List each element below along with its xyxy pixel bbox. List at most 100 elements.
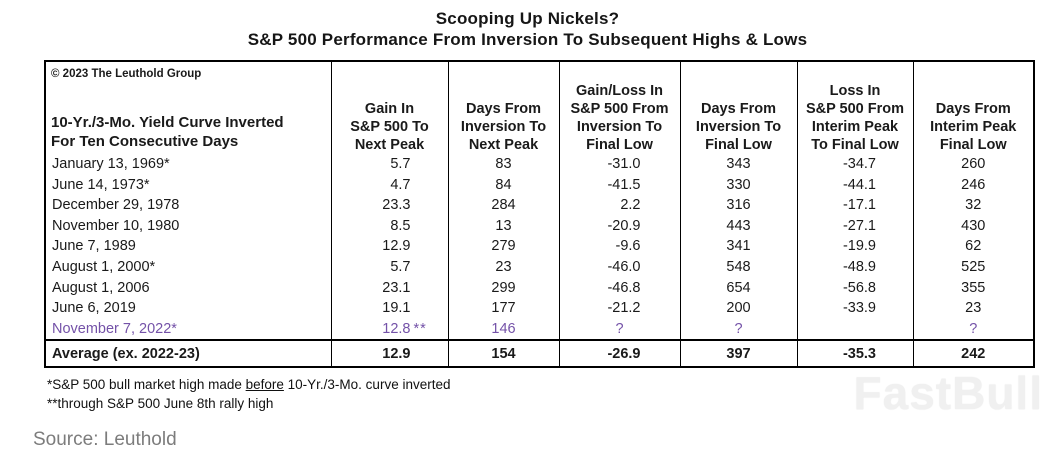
header-row: © 2023 The Leuthold Group 10-Yr./3-Mo. Y… — [45, 61, 1034, 154]
footnotes: *S&P 500 bull market high made before 10… — [47, 375, 1055, 413]
row-label: November 10, 1980 — [52, 217, 180, 234]
table-cell: 154 — [447, 339, 559, 368]
table-cell: 62 — [912, 236, 1034, 257]
table-cell: 23.3 — [330, 195, 448, 216]
row-label: August 1, 2000* — [52, 258, 156, 275]
figure-titles: Scooping Up Nickels? S&P 500 Performance… — [0, 0, 1055, 50]
table-cell: 5.7 — [330, 256, 448, 278]
table-cell: 32 — [912, 195, 1034, 216]
table-row: June 6, 2019 19.1 177 -21.2 200 -33.9 23 — [45, 298, 1034, 319]
row-label: November 7, 2022* — [52, 320, 177, 337]
table-cell: ? — [679, 318, 797, 341]
table-cell: -41.5 — [558, 174, 680, 196]
column-header-3: Gain/Loss In S&P 500 From Inversion To Fina… — [558, 61, 680, 154]
table-row: December 29, 1978 23.3 284 2.2 316 -17.1 32 — [45, 195, 1034, 216]
table-cell: 23.1 — [330, 277, 448, 299]
table-cell: 397 — [679, 339, 797, 368]
table-cell: -48.9 — [796, 256, 913, 278]
row-header-line-1: 10-Yr./3-Mo. Yield Curve Inverted — [51, 114, 284, 131]
table-cell: 83 — [447, 154, 559, 175]
column-header-1: Gain In S&P 500 To Next Peak — [330, 61, 448, 154]
table-cell: 5.7 — [330, 154, 448, 175]
table-row: November 10, 1980 8.5 13 -20.9 443 -27.1 430 — [45, 215, 1034, 237]
table-cell: 8.5 — [330, 215, 448, 237]
table-cell: 146 — [447, 318, 559, 341]
fastbull-watermark: FastBull — [853, 367, 1043, 419]
column-header-5: Loss In S&P 500 From Interim Peak To Final … — [796, 61, 913, 154]
table-cell: 23 — [912, 298, 1034, 319]
table-cell: 2.2 — [558, 195, 680, 216]
footnote-2: **through S&P 500 June 8th rally high — [47, 396, 274, 412]
table-cell: 330 — [679, 174, 797, 196]
table-cell: 4.7 — [330, 174, 448, 196]
table-cell: 242 — [912, 339, 1034, 368]
row-label: August 1, 2006 — [52, 279, 150, 296]
table-cell: 260 — [912, 154, 1034, 175]
table-cell: 23 — [447, 256, 559, 278]
row-label: June 6, 2019 — [52, 300, 136, 317]
table-row: November 7, 2022* 12.8 ** 146??? — [45, 318, 1034, 341]
column-header-2: Days From Inversion To Next Peak — [447, 61, 559, 154]
column-header-6: Days From Interim Peak Final Low — [912, 61, 1034, 154]
table-cell: 525 — [912, 256, 1034, 278]
table-row: January 13, 1969* 5.7 83 -31.0 343 -34.7 260 — [45, 154, 1034, 175]
table-cell: -26.9 — [558, 339, 680, 368]
table-cell: -27.1 — [796, 215, 913, 237]
table-cell: -34.7 — [796, 154, 913, 175]
figure-subtitle: S&P 500 Performance From Inversion To Su… — [247, 30, 808, 49]
table-cell: 200 — [679, 298, 797, 319]
table-cell: 654 — [679, 277, 797, 299]
table-cell: -46.8 — [558, 277, 680, 299]
table-cell: -35.3 — [796, 339, 913, 368]
table-cell: -21.2 — [558, 298, 680, 319]
table-cell: 12.9 — [330, 236, 448, 257]
figure-title: Scooping Up Nickels? — [435, 9, 620, 28]
table-cell: 355 — [912, 277, 1034, 299]
table-cell: 548 — [679, 256, 797, 278]
row-label: June 7, 1989 — [52, 238, 136, 255]
table-cell: 299 — [447, 277, 559, 299]
table-cell: ? — [912, 318, 1034, 341]
performance-table: © 2023 The Leuthold Group 10-Yr./3-Mo. Y… — [44, 60, 1035, 369]
table-row: June 14, 1973* 4.7 84 -41.5 330 -44.1 246 — [45, 174, 1034, 196]
table-container: © 2023 The Leuthold Group 10-Yr./3-Mo. Y… — [44, 60, 1055, 369]
table-cell: -31.0 — [558, 154, 680, 175]
table-cell: 284 — [447, 195, 559, 216]
row-header-cell: © 2023 The Leuthold Group 10-Yr./3-Mo. Y… — [45, 61, 331, 154]
source-attribution: Source: Leuthold — [33, 429, 177, 451]
table-cell: 443 — [679, 215, 797, 237]
table-cell: 13 — [447, 215, 559, 237]
row-header-line-2: For Ten Consecutive Days — [51, 133, 239, 150]
table-cell: -19.9 — [796, 236, 913, 257]
table-cell: -46.0 — [558, 256, 680, 278]
table-cell: 430 — [912, 215, 1034, 237]
table-cell: 12.9 — [330, 339, 448, 368]
table-cell: 84 — [447, 174, 559, 196]
table-cell: 343 — [679, 154, 797, 175]
table-cell: -56.8 — [796, 277, 913, 299]
average-row: Average (ex. 2022-23) 12.9 154 -26.9 397 -35.… — [45, 339, 1034, 368]
table-cell: 12.8 ** — [330, 318, 448, 341]
table-row: August 1, 2006 23.1 299 -46.8 654 -56.8 355 — [45, 277, 1034, 299]
footnote-1-underlined-word: before — [245, 377, 284, 393]
table-cell — [796, 318, 913, 341]
table-cell: 316 — [679, 195, 797, 216]
table-row: June 7, 1989 12.9 279 -9.6 341 -19.9 62 — [45, 236, 1034, 257]
table-cell: 19.1 — [330, 298, 448, 319]
table-cell: -20.9 — [558, 215, 680, 237]
table-row: August 1, 2000* 5.7 23 -46.0 548 -48.9 525 — [45, 256, 1034, 278]
row-label: June 14, 1973* — [52, 176, 150, 193]
copyright-note: © 2023 The Leuthold Group — [51, 68, 202, 80]
row-header-label: 10-Yr./3-Mo. Yield Curve Inverted For Te… — [51, 113, 284, 151]
table-cell: 177 — [447, 298, 559, 319]
table-cell: -33.9 — [796, 298, 913, 319]
table-cell: -44.1 — [796, 174, 913, 196]
average-label: Average (ex. 2022-23) — [45, 339, 331, 368]
table-cell: -9.6 — [558, 236, 680, 257]
table-cell: -17.1 — [796, 195, 913, 216]
table-cell: 341 — [679, 236, 797, 257]
table-cell: ? — [558, 318, 680, 341]
table-cell: 279 — [447, 236, 559, 257]
table-cell: 246 — [912, 174, 1034, 196]
footnote-1: *S&P 500 bull market high made before 10… — [47, 377, 451, 393]
